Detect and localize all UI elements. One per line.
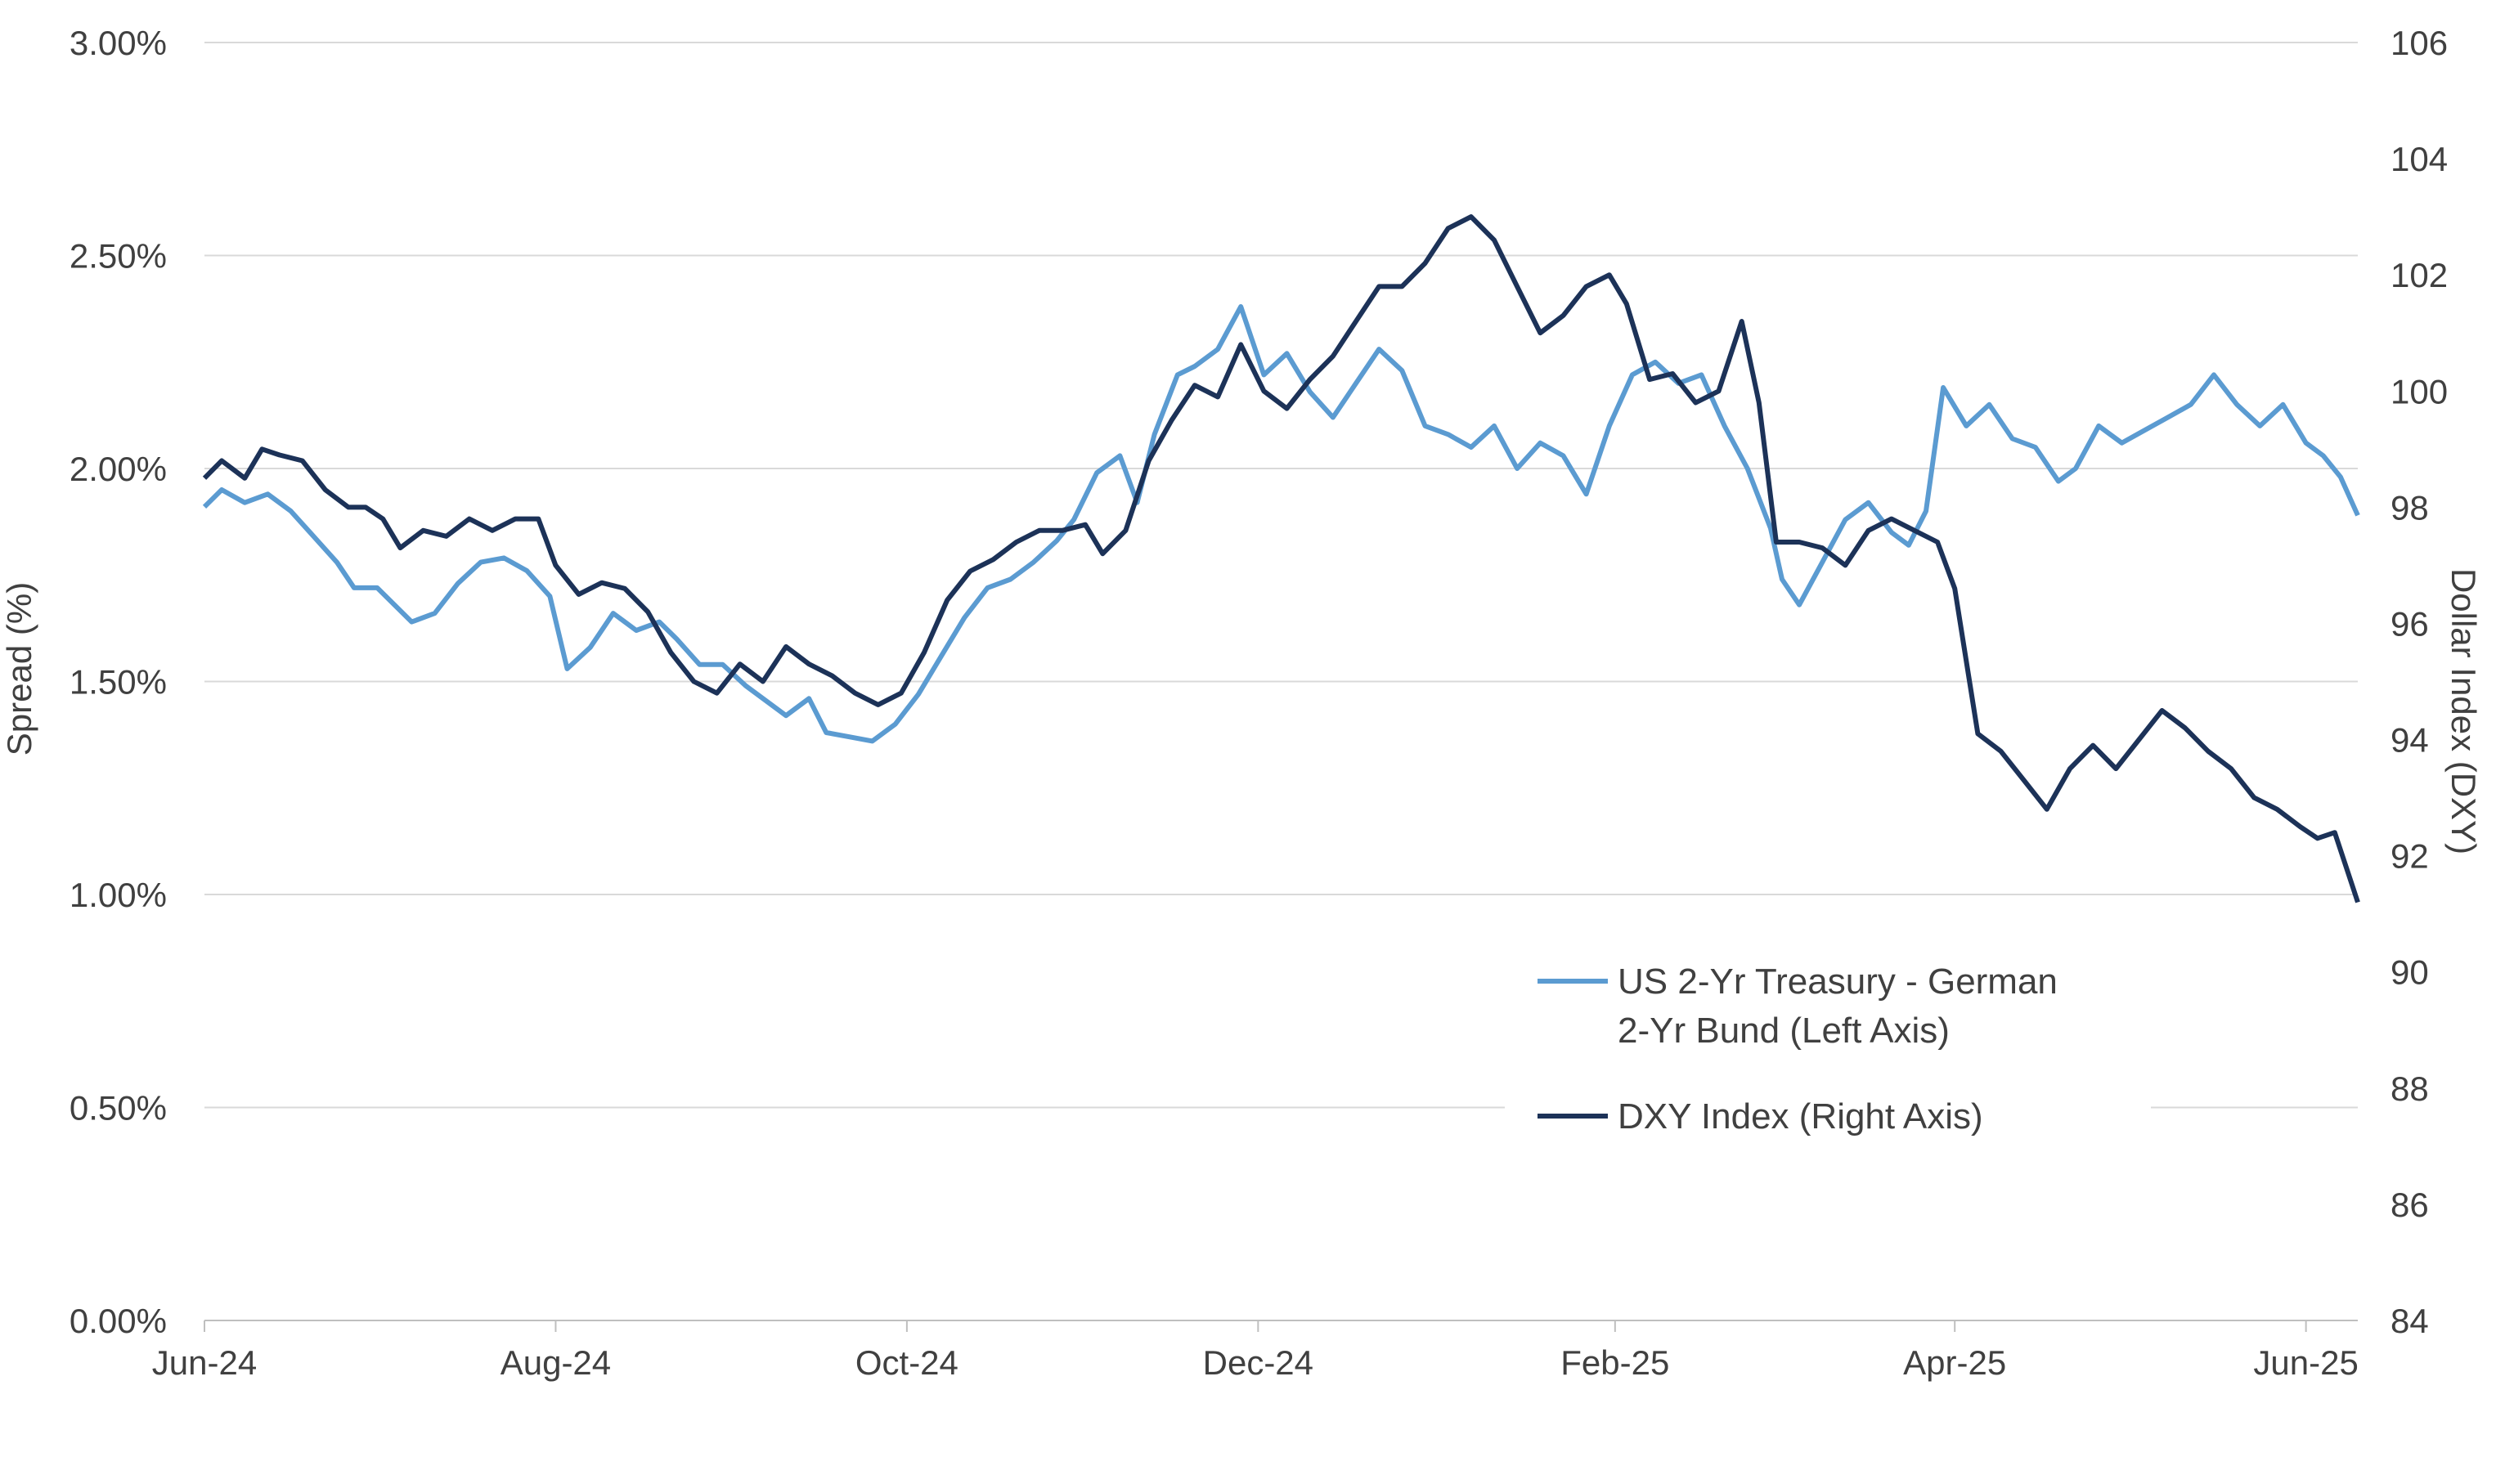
right-tick-label: 106 — [2391, 24, 2448, 62]
left-tick-label: 2.00% — [70, 450, 167, 488]
left-tick-label: 0.00% — [70, 1302, 167, 1340]
right-y-axis: 84 86 88 90 92 94 96 98 100 102 104 106 — [2391, 24, 2448, 1340]
x-tick-label: Aug-24 — [501, 1343, 611, 1382]
x-tick-label: Apr-25 — [1903, 1343, 2006, 1382]
x-tick-label: Jun-25 — [2253, 1343, 2358, 1382]
series-layer — [202, 214, 2360, 903]
x-axis: Jun-24 Aug-24 Oct-24 Dec-24 Feb-25 Apr-25 Jun-… — [152, 1320, 2359, 1382]
right-tick-label: 102 — [2391, 256, 2448, 294]
left-tick-label: 3.00% — [70, 24, 167, 62]
right-tick-label: 98 — [2391, 488, 2429, 527]
left-tick-label: 0.50% — [70, 1089, 167, 1128]
right-axis-title: Dollar Index (DXY) — [2444, 568, 2483, 854]
spread-series-line — [202, 304, 2360, 744]
x-tick-label: Feb-25 — [1560, 1343, 1669, 1382]
legend: US 2-Yr Treasury - German 2-Yr Bund (Lef… — [1505, 924, 2151, 1169]
legend-label-spread-line1: US 2-Yr Treasury - German — [1618, 962, 2058, 1002]
legend-label-dxy: DXY Index (Right Axis) — [1618, 1096, 1983, 1137]
right-tick-label: 88 — [2391, 1069, 2429, 1108]
right-tick-label: 96 — [2391, 604, 2429, 643]
legend-background — [1505, 924, 2151, 1169]
x-tick-label: Jun-24 — [152, 1343, 257, 1382]
left-tick-label: 1.50% — [70, 663, 167, 702]
dxy-series-line — [202, 214, 2360, 903]
right-tick-label: 104 — [2391, 140, 2448, 178]
left-y-axis: 0.00% 0.50% 1.00% 1.50% 2.00% 2.50% 3.00% — [70, 24, 167, 1340]
right-tick-label: 90 — [2391, 953, 2429, 992]
left-axis-title: Spread (%) — [0, 582, 38, 755]
x-tick-label: Dec-24 — [1203, 1343, 1313, 1382]
right-tick-label: 94 — [2391, 721, 2429, 760]
left-tick-label: 2.50% — [70, 237, 167, 276]
x-tick-label: Oct-24 — [855, 1343, 958, 1382]
right-tick-label: 100 — [2391, 372, 2448, 410]
right-tick-label: 84 — [2391, 1302, 2429, 1340]
legend-label-spread-line2: 2-Yr Bund (Left Axis) — [1618, 1011, 1950, 1051]
right-tick-label: 92 — [2391, 837, 2429, 876]
left-tick-label: 1.00% — [70, 876, 167, 914]
right-tick-label: 86 — [2391, 1186, 2429, 1224]
